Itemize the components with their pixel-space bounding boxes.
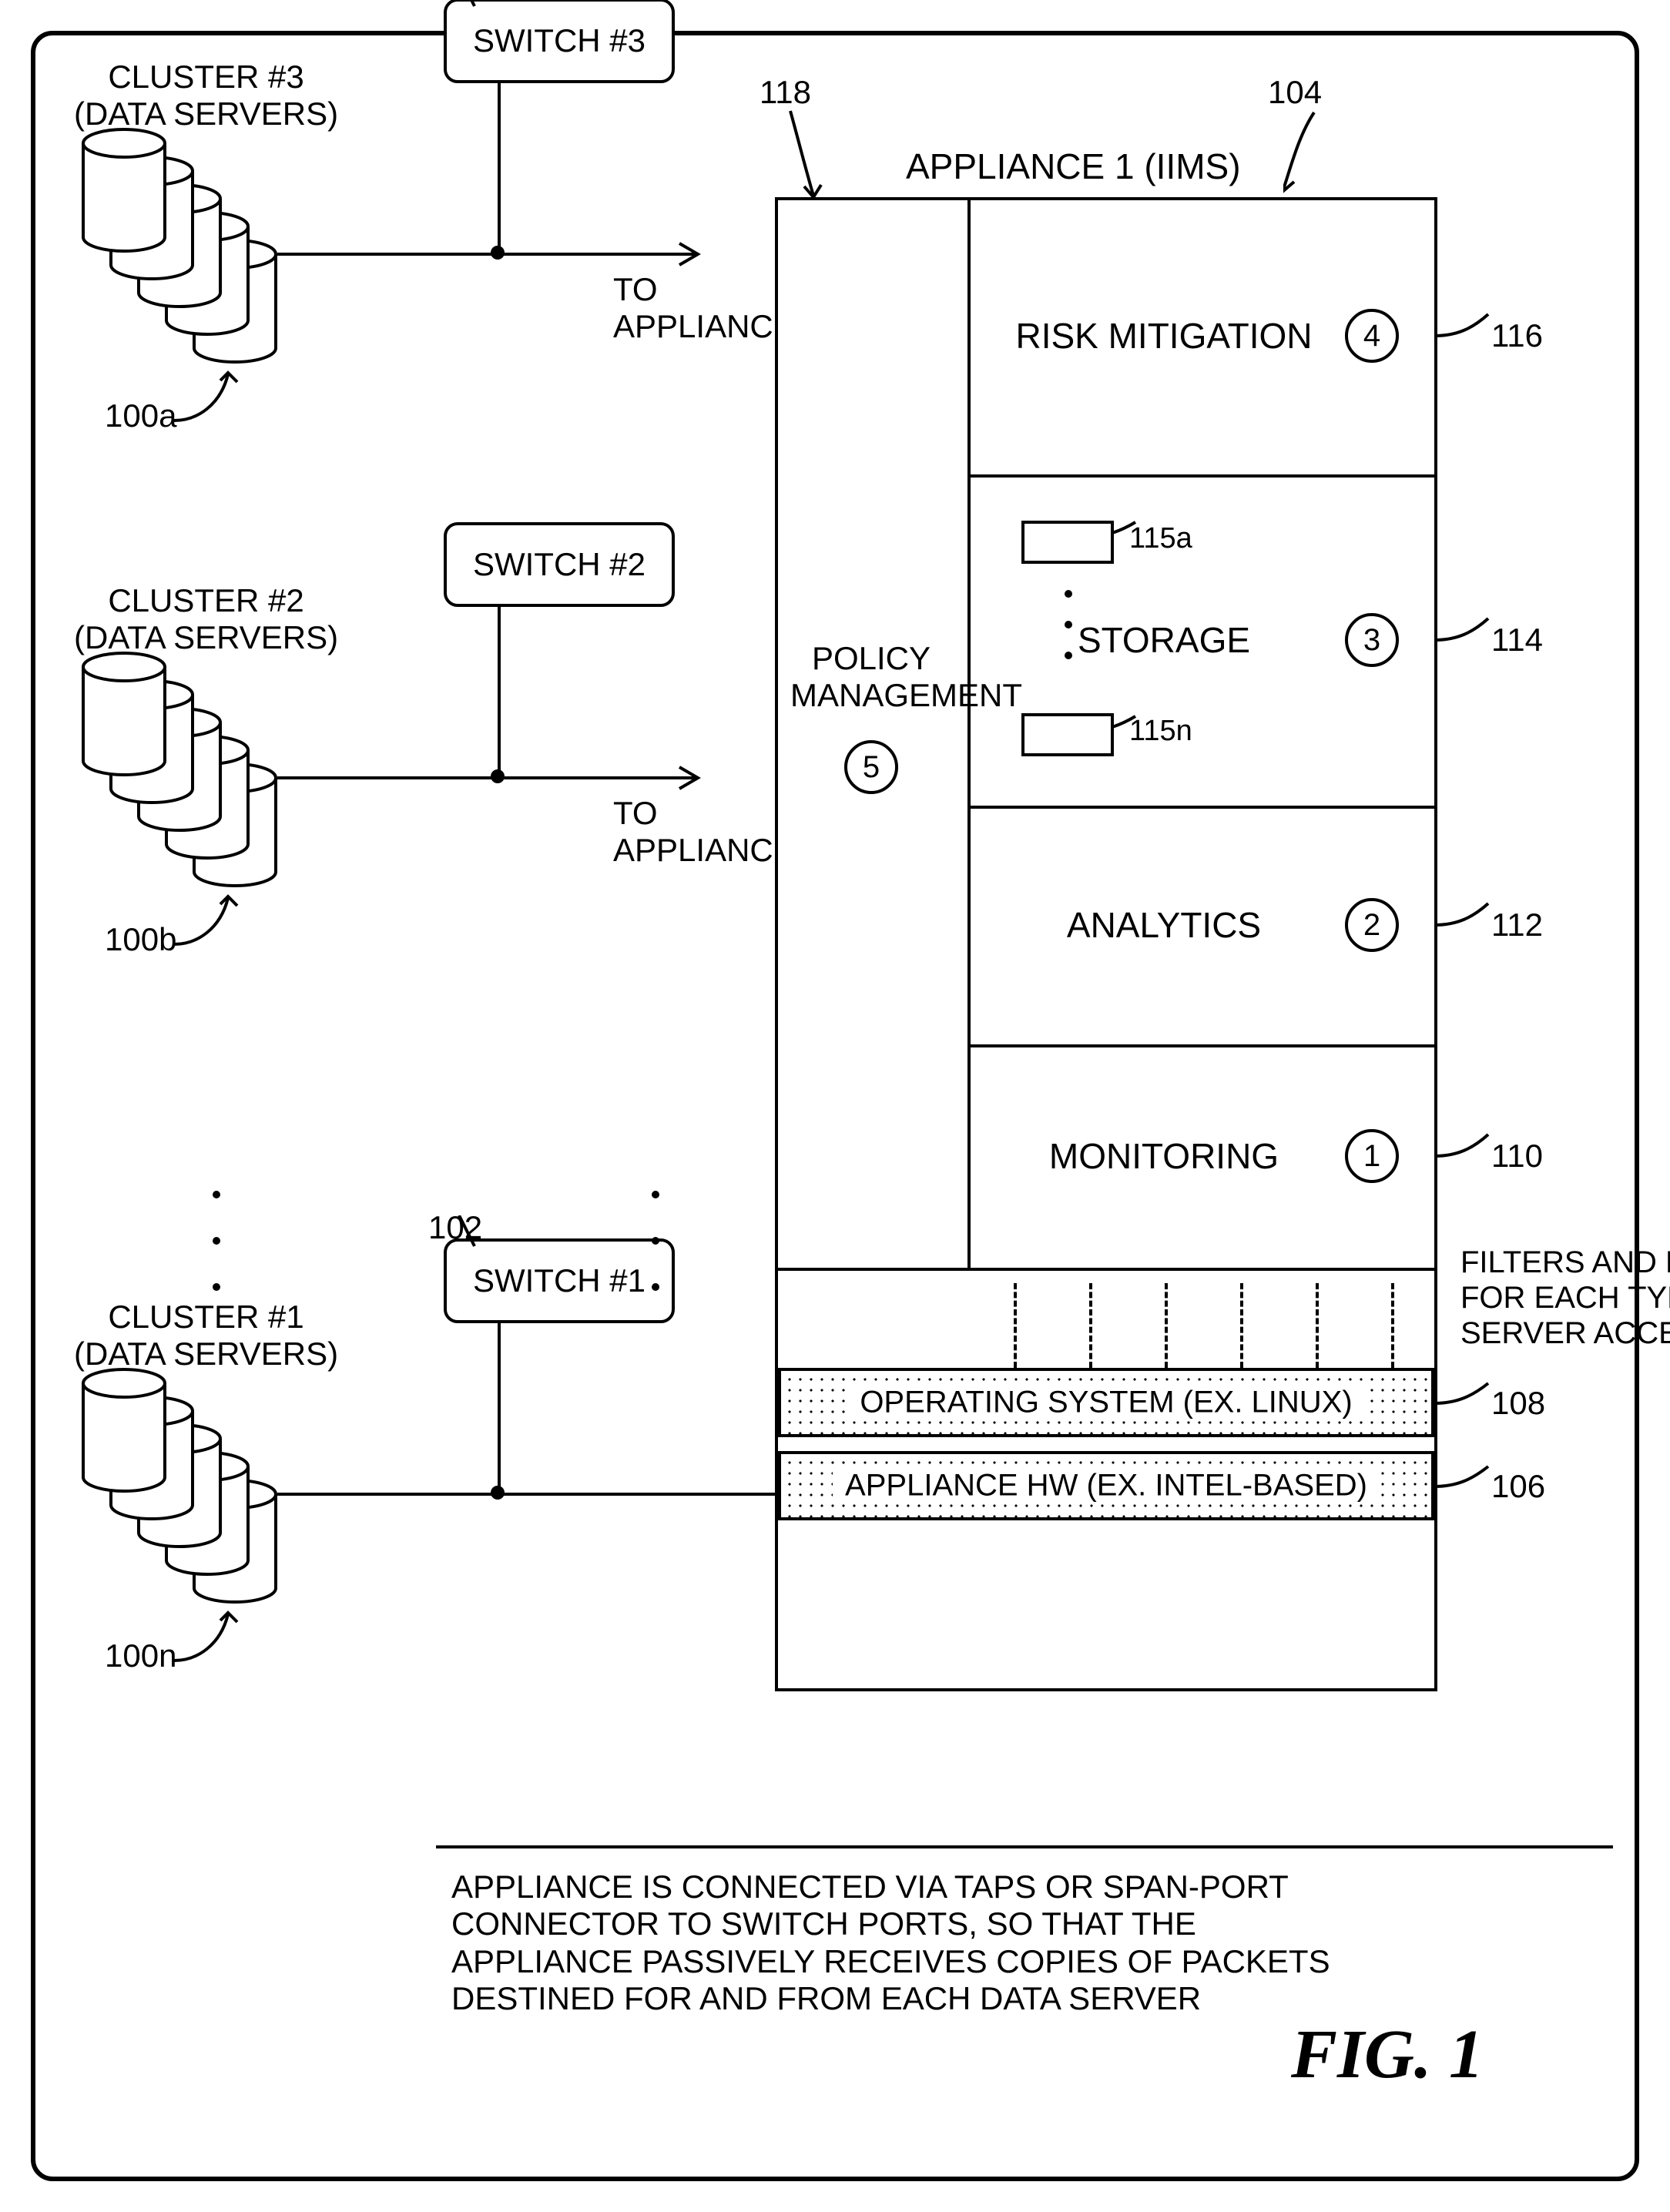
os-layer: OPERATING SYSTEM (EX. LINUX) (847, 1384, 1364, 1422)
switch-box: SWITCH #2 (444, 522, 675, 607)
hw-layer: APPLIANCE HW (EX. INTEL-BASED) (833, 1467, 1380, 1505)
